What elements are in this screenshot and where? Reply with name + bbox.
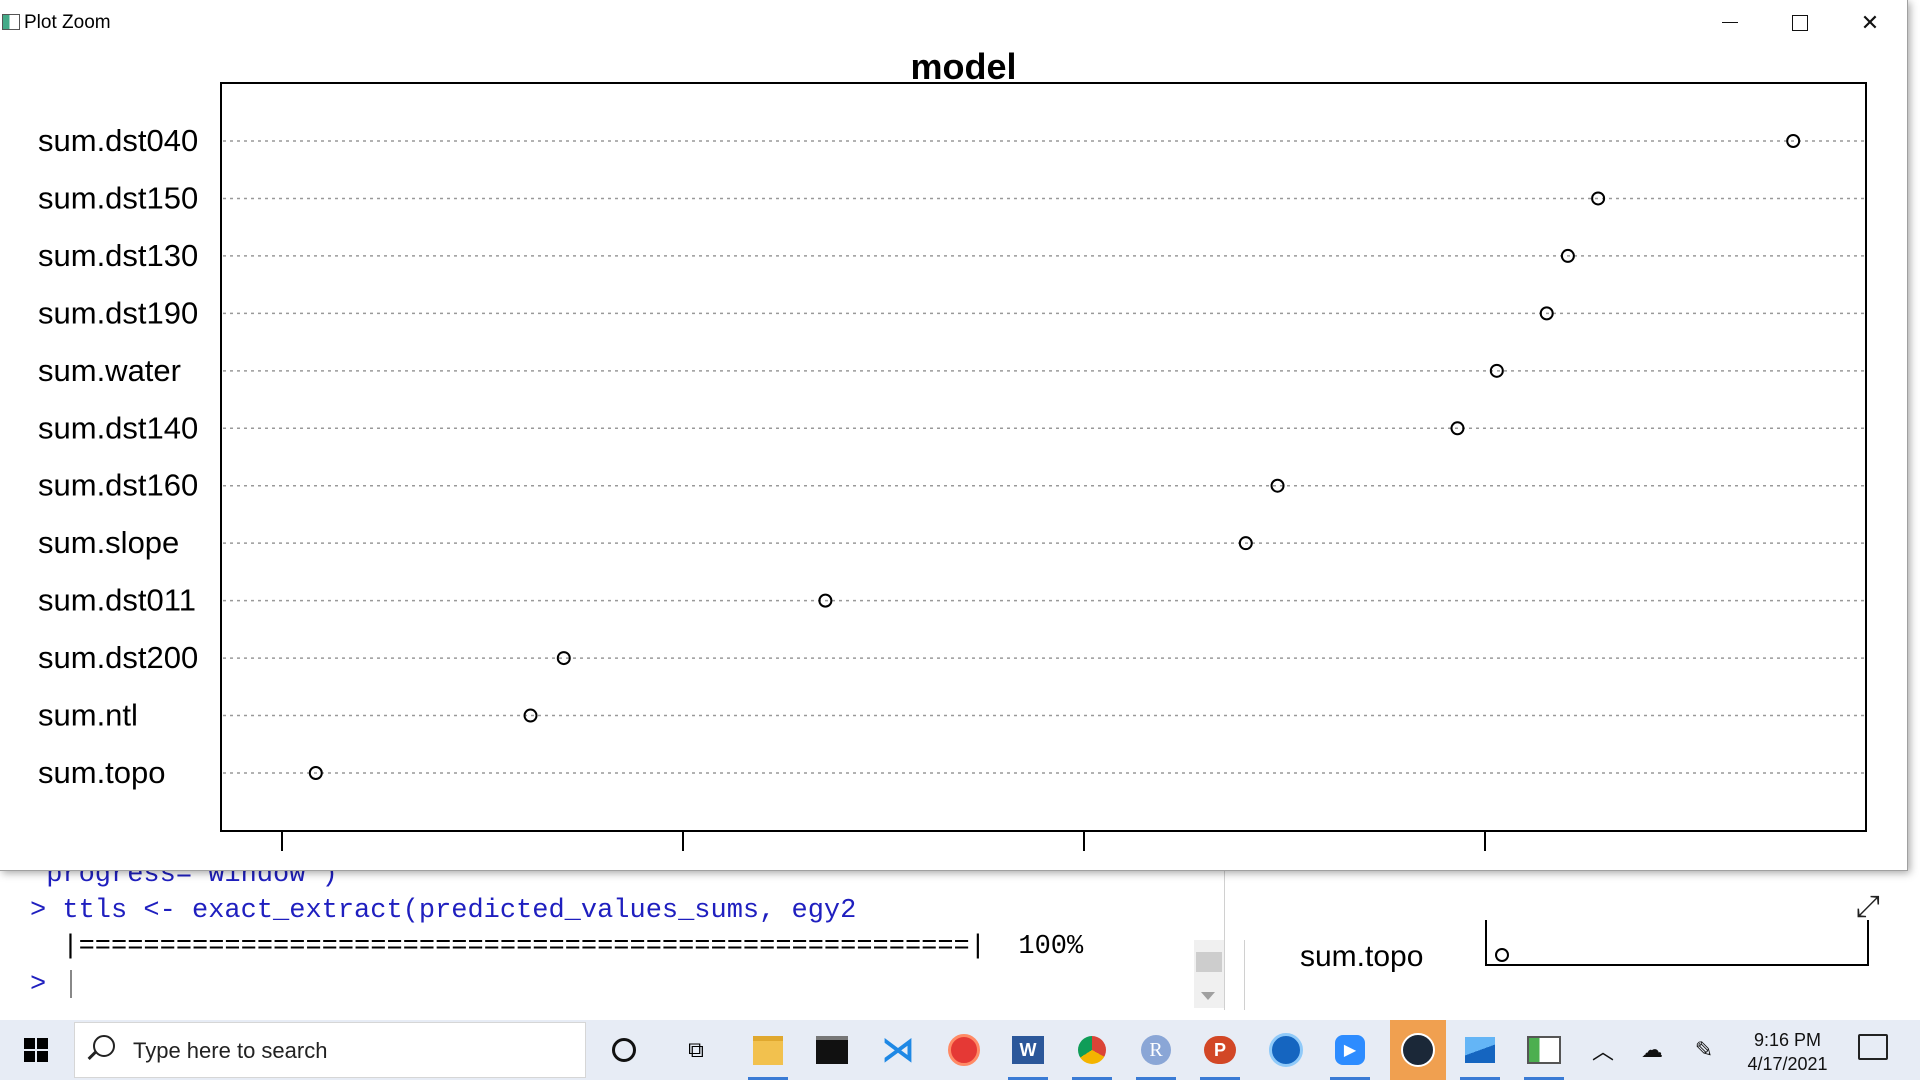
bg-plot-frame [1485, 920, 1869, 966]
y-tick-label: sum.dst190 [38, 295, 198, 330]
data-point [523, 708, 538, 723]
console-prompt[interactable]: > [30, 970, 73, 1001]
terminal-icon[interactable] [808, 1026, 856, 1074]
task-view-icon[interactable]: ⧉ [688, 1037, 704, 1063]
console-progress-line: |=======================================… [30, 932, 1084, 962]
clock-time: 9:16 PM [1753, 1030, 1822, 1050]
onedrive-cloud-icon[interactable]: ☁ [1641, 1037, 1663, 1062]
plot-zoom-window: Plot Zoom ✕ model sum.dst040 sum.dst150 sum… [0, 0, 1908, 871]
y-tick-label: sum.dst160 [38, 468, 198, 503]
y-tick-label: sum.water [38, 353, 181, 388]
show-hidden-icons-chevron-icon[interactable]: ︿ [1591, 1039, 1614, 1064]
data-point [1238, 536, 1253, 551]
taskbar: Type here to search ⧉ ⋊ W R P ▶ ︿ ☁ ✎ 9:… [0, 1020, 1920, 1080]
bg-plot-label: sum.topo [1300, 940, 1424, 973]
y-tick-label: sum.dst150 [38, 180, 198, 215]
data-point [1270, 478, 1285, 493]
window-title: Plot Zoom [24, 12, 111, 33]
y-tick-label: sum.dst130 [38, 238, 198, 273]
zoom-icon[interactable]: ▶ [1326, 1026, 1374, 1080]
r-icon[interactable]: R [1132, 1026, 1180, 1080]
y-tick-label: sum.slope [38, 525, 179, 560]
start-button[interactable] [0, 1020, 72, 1080]
photos-icon[interactable] [1456, 1026, 1504, 1080]
data-point [556, 651, 571, 666]
search-placeholder: Type here to search [133, 1038, 328, 1063]
y-tick-label: sum.dst011 [38, 583, 196, 618]
close-icon: ✕ [1860, 9, 1880, 35]
dot-chart: model sum.dst040 sum.dst150 sum.dst130 sum.d… [38, 46, 1867, 851]
maximize-icon [1792, 14, 1808, 31]
scroll-down-arrow-icon[interactable] [1201, 992, 1215, 1000]
console-scrollbar[interactable] [1194, 940, 1224, 1008]
powerpoint-icon[interactable]: P [1196, 1026, 1244, 1080]
prompt-symbol: > [30, 970, 63, 1001]
y-tick-label: sum.dst200 [38, 640, 198, 675]
file-explorer-icon[interactable] [744, 1026, 792, 1080]
plot-frame [220, 82, 1867, 832]
minimize-icon [1722, 22, 1738, 23]
pen-icon[interactable]: ✎ [1694, 1037, 1714, 1062]
data-point [1786, 134, 1801, 148]
taskbar-search-box[interactable]: Type here to search [74, 1022, 586, 1078]
close-button[interactable]: ✕ [1835, 0, 1905, 45]
notification-center-icon[interactable] [1858, 1034, 1888, 1060]
app-blue-icon[interactable] [1262, 1026, 1310, 1074]
expand-icon[interactable]: ⤢ [1856, 890, 1880, 923]
y-tick-label: sum.topo [38, 755, 166, 790]
data-point [1450, 421, 1465, 436]
background-plot-pane: sum.topo [1244, 920, 1920, 1010]
data-point [1591, 191, 1606, 206]
data-point [1560, 248, 1575, 263]
app-icon [2, 14, 20, 30]
word-icon[interactable]: W [1004, 1026, 1052, 1080]
minimize-button[interactable] [1695, 0, 1765, 45]
clock[interactable]: 9:16 PM 4/17/2021 [1725, 1028, 1850, 1076]
cortana-icon[interactable] [600, 1026, 648, 1074]
app-red-icon[interactable] [940, 1026, 988, 1074]
y-tick-label: sum.dst140 [38, 410, 198, 445]
y-tick-label: sum.ntl [38, 698, 138, 733]
data-point [818, 593, 833, 608]
steam-icon[interactable] [1390, 1020, 1446, 1080]
bg-plot-point [1495, 948, 1509, 962]
title-bar[interactable]: Plot Zoom ✕ [0, 0, 1907, 45]
data-point [1489, 363, 1504, 378]
windows-logo-icon [24, 1038, 48, 1062]
chart-title: model [910, 46, 1016, 87]
text-caret [70, 970, 73, 998]
chrome-icon[interactable] [1068, 1026, 1116, 1080]
vscode-icon[interactable]: ⋊ [881, 1030, 915, 1070]
y-tick-label: sum.dst040 [38, 123, 198, 158]
maximize-button[interactable] [1765, 0, 1835, 45]
app-green-icon[interactable] [1520, 1026, 1568, 1080]
console-line: > ttls <- exact_extract(predicted_values… [30, 896, 857, 926]
data-point [308, 766, 323, 780]
clock-date: 4/17/2021 [1747, 1054, 1828, 1074]
search-icon [93, 1035, 115, 1057]
scrollbar-thumb[interactable] [1196, 952, 1222, 972]
data-point [1539, 306, 1554, 321]
